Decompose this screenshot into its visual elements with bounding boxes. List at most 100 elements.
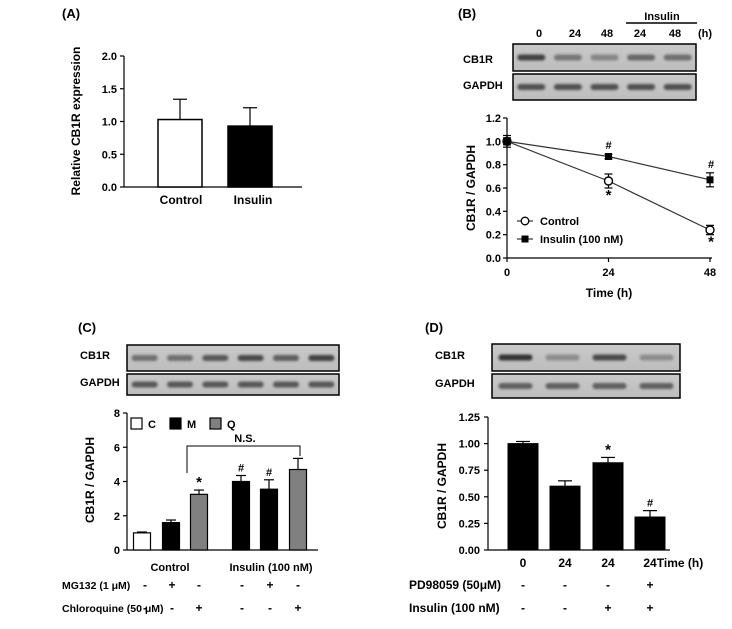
panel-d-blot-band <box>592 354 627 361</box>
panel-b-point-insulin <box>503 137 511 145</box>
panel-b-blot-band <box>553 84 582 90</box>
panel-b-lane-unit: (h) <box>698 28 712 40</box>
panel-a-bar <box>157 118 203 188</box>
panel-d-ytick-label: 0.75 <box>459 465 480 477</box>
panel-c-bar <box>231 480 251 551</box>
panel-b-xtick-label: 24 <box>602 267 615 279</box>
panel-b-lane-label: 24 <box>569 28 582 40</box>
panel-d-significance-mark: # <box>647 498 653 510</box>
panel-b-blot-band <box>517 84 546 90</box>
panel-c-conditions: MG132 (1 μM) - + - - + -Chloroquine (50 μM)- - +… <box>62 578 302 615</box>
panel-b-legend-label: Control <box>540 216 579 228</box>
panel-c-blot <box>126 344 340 396</box>
panel-a-ytick-label: 0.5 <box>102 149 117 161</box>
panel-d-xtick-labels: 0 24 24 24 <box>520 556 657 570</box>
panel-b-significance-mark: * <box>606 187 612 204</box>
panel-b-ytick-label: 1.2 <box>486 113 501 125</box>
panel-c-blot-strip <box>126 373 340 396</box>
panel-c-condition-sign: - <box>240 578 244 592</box>
panel-c-condition-sign: - <box>197 578 201 592</box>
panel-c-group-label: Insulin (100 nM) <box>229 562 312 574</box>
panel-c-condition-sign: - <box>143 601 147 615</box>
panel-c-condition-sign: - <box>143 578 147 592</box>
panel-a-xtick-labels: Control Insulin <box>160 193 273 207</box>
panel-c-bar <box>189 493 209 551</box>
panel-d-condition-sign: + <box>604 601 611 615</box>
panel-c-blot-strip <box>126 344 340 372</box>
panel-c-blot-band <box>131 355 158 361</box>
panel-c-bar <box>161 521 181 551</box>
panel-d: (D) CB1R GAPDH CB1R / GAPDH 0.00 0.25 0.50… <box>409 320 703 615</box>
panel-b-significance-mark: # <box>708 159 714 171</box>
panel-d-bar <box>592 462 624 551</box>
panel-b-lane-label: 0 <box>536 28 542 40</box>
panel-d-xtick-label: 24 <box>601 556 615 570</box>
panel-c-blot-row-cb1r: CB1R <box>80 350 110 362</box>
panel-b-blot-band <box>627 84 656 90</box>
panel-c-ytick-label: 6 <box>114 442 120 454</box>
panel-d-bar <box>634 516 666 551</box>
panel-c-ns-bracket: N.S. <box>186 433 301 473</box>
panel-b-ytick-label: 0.0 <box>486 253 501 265</box>
panel-c-condition-sign: + <box>266 578 273 592</box>
panel-d-ytick-label: 1.00 <box>459 439 480 451</box>
panel-c-legend-swatch <box>209 417 222 430</box>
panel-c-blot-band <box>167 355 193 361</box>
panel-c-legend-label: C <box>148 419 156 431</box>
panel-c-blot-band <box>308 381 335 388</box>
panel-a-xtick-label: Insulin <box>234 193 273 207</box>
panel-c: (C) CB1R GAPDH CB1R / GAPDH 0 2 4 6 8 * # # C M… <box>62 320 340 615</box>
panel-d-tag: (D) <box>425 320 443 335</box>
panel-c-bars: * # # <box>132 457 308 551</box>
panel-c-ytick-label: 4 <box>114 477 121 489</box>
panel-c-blot-band <box>273 355 299 361</box>
panel-c-condition-label: Chloroquine (50 μM) <box>62 603 164 615</box>
panel-c-bar <box>288 468 308 551</box>
panel-c-condition-sign: + <box>294 601 301 615</box>
panel-c-ytick-label: 0 <box>114 545 120 557</box>
panel-c-legend-swatch <box>130 417 143 430</box>
panel-b-point-insulin <box>706 176 714 184</box>
panel-d-blot-band <box>498 383 533 389</box>
panel-a-ytick-label: 0.0 <box>102 182 117 194</box>
panel-b-ytick-label: 0.2 <box>486 230 501 242</box>
panel-c-bar <box>132 532 152 551</box>
panel-a-ytick-label: 2.0 <box>102 51 117 63</box>
panel-c-legend-swatch <box>169 417 182 430</box>
panel-c-group-labels: Control Insulin (100 nM) <box>150 562 312 574</box>
panel-d-blot-band <box>592 383 627 389</box>
panel-d-condition-sign: - <box>521 601 525 615</box>
panel-c-condition-sign: + <box>195 601 202 615</box>
panel-c-blot-band <box>202 381 229 388</box>
panel-d-condition-sign: + <box>646 601 653 615</box>
panel-a-ytick-label: 1.5 <box>102 84 117 96</box>
panel-b-blot-band <box>590 84 619 90</box>
panel-b-ytick-label: 1.0 <box>486 136 501 148</box>
panel-d-xunit: Time (h) <box>657 556 703 570</box>
panel-c-bar <box>259 488 279 551</box>
panel-b-insulin-label: Insulin <box>644 11 680 23</box>
panel-b-significance-mark: * <box>708 234 714 251</box>
panel-c-legend-label: Q <box>227 419 236 431</box>
panel-c-tag: (C) <box>78 320 96 335</box>
panel-b-lane-label: 48 <box>669 28 681 40</box>
panel-d-xtick-label: 0 <box>520 556 527 570</box>
panel-d-blot-band <box>639 354 674 361</box>
panel-d-xtick-label: 24 <box>643 556 657 570</box>
panel-c-blot-band <box>273 381 299 388</box>
panel-c-bracket-line <box>186 445 301 473</box>
panel-a-bar <box>227 125 273 188</box>
panel-d-bar <box>507 443 539 551</box>
panel-c-condition-label: MG132 (1 μM) <box>62 580 130 592</box>
panel-d-significance-mark: * <box>605 441 611 458</box>
panel-d-ytick-label: 0.50 <box>459 492 480 504</box>
panel-b-point-control <box>603 176 614 186</box>
panel-c-condition-sign: - <box>268 601 272 615</box>
panel-c-blot-band <box>237 381 264 388</box>
panel-c-ytick-label: 2 <box>114 511 120 523</box>
panel-b-lane-label: 24 <box>634 28 647 40</box>
panel-c-blot-band <box>167 381 193 388</box>
panel-c-condition-sign: + <box>168 578 175 592</box>
panel-d-conditions: PD98059 (50μM) - - - + Insulin (100 nM) - - + + <box>409 578 654 615</box>
